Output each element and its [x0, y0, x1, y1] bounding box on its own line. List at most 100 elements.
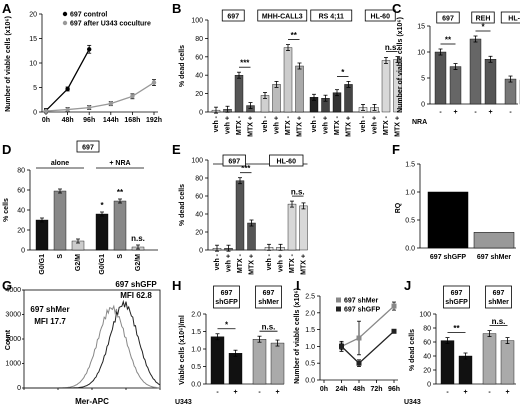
- g-y-tick-label: 2000: [5, 336, 21, 343]
- j-bar: [440, 340, 455, 385]
- b-x-label: MTX -: [236, 115, 243, 135]
- panel-i: I 0.0 0.5 1.0 1.5 2.0 2.5 Number of viable cell…: [294, 278, 400, 393]
- i-x-tick-label: 48h: [353, 386, 365, 393]
- e-x-label: veh -: [214, 253, 221, 270]
- a-series-line: [45, 48, 90, 111]
- a-data-point: [65, 86, 70, 92]
- h-x-label: -: [216, 389, 219, 396]
- h-y-tick-label: 1.0: [191, 347, 201, 354]
- c-x-label: -: [509, 109, 512, 116]
- e-bar: [235, 180, 245, 251]
- g-x-title: Mer-APC: [75, 397, 109, 406]
- b-y-tick-label: 0: [199, 110, 203, 117]
- e-y-tick-label: 40: [195, 212, 203, 219]
- e-x-label: MTX +: [249, 254, 256, 275]
- c-x-label: +: [488, 109, 492, 116]
- g-y-tick-label: 3000: [5, 312, 21, 319]
- c-group-label: REH: [476, 16, 491, 23]
- i-legend-label: 697 shGFP: [344, 307, 381, 314]
- panel-j: J 0 20 40 60 80 100 - + ** - + n.s. % dead cells U343 6…: [404, 278, 516, 406]
- i-data-point: [356, 335, 362, 341]
- panel-letter: F: [392, 142, 400, 157]
- e-group-sig: ***: [241, 164, 251, 173]
- d-x-label: G0/G1: [99, 254, 106, 275]
- j-group-sig: **: [453, 324, 460, 333]
- i-y-tick-label: 1.0: [305, 344, 315, 351]
- c-group-sig: *: [481, 23, 485, 32]
- h-y-tick-label: 1.5: [191, 329, 201, 336]
- a-x-tick-label: 96h: [83, 117, 95, 124]
- panel-letter: C: [392, 1, 402, 16]
- a-data-point: [87, 47, 92, 52]
- j-y-tick-label: 80: [423, 326, 431, 333]
- panel-letter: J: [404, 278, 411, 293]
- j-group-label-1: 697: [493, 290, 505, 297]
- e-y-tick-label: 20: [195, 230, 203, 237]
- c-y-tick-label: 15: [417, 24, 425, 31]
- b-x-label: veh -: [262, 115, 269, 132]
- c-group-box: [500, 11, 520, 24]
- d-title-label: 697: [82, 145, 94, 152]
- b-x-label: MTX -: [334, 115, 341, 135]
- a-legend-marker: [62, 11, 68, 17]
- b-group-label: 697: [227, 14, 239, 21]
- h-y-tick-label: 0.5: [191, 364, 201, 371]
- b-bar: [295, 65, 304, 113]
- h-group-label-1: 697: [263, 290, 275, 297]
- b-x-label: veh +: [372, 116, 379, 134]
- h-bar: [210, 336, 225, 385]
- h-group-box: [255, 285, 282, 309]
- panel-letter: E: [172, 142, 181, 157]
- b-bar: [234, 74, 244, 113]
- g-y-label: Count: [5, 329, 12, 350]
- d-x-label: G2/M: [135, 254, 142, 271]
- e-group-label: HL-60: [277, 159, 297, 166]
- h-group-sig: n.s.: [262, 323, 276, 332]
- c-group-box: [471, 11, 495, 24]
- h-y-tick-label: 2.0: [191, 312, 201, 319]
- h-x-label: -: [258, 389, 261, 396]
- c-bar: [434, 51, 447, 105]
- e-y-label: % dead cells: [179, 184, 186, 226]
- g-label-shmer-name: 697 shMer: [30, 305, 69, 314]
- d-y-tick-label: 60: [17, 188, 25, 195]
- b-x-label: MTX -: [383, 115, 390, 135]
- panel-letter: D: [2, 142, 11, 157]
- e-x-label: MTX +: [301, 254, 308, 275]
- d-bar-sig: n.s.: [131, 234, 145, 243]
- a-y-tick-label: 5: [33, 85, 37, 92]
- g-label-shgfp-mfi: MFI 62.8: [120, 291, 152, 300]
- d-group-label: + NRA: [109, 160, 130, 167]
- panel-a: A 0 5 10 15 20 Number of viable cells (x10⁶) 0h…: [2, 1, 162, 124]
- j-y-tick-label: 100: [419, 312, 431, 319]
- c-bar: [484, 59, 497, 105]
- d-bar-sig: **: [117, 188, 124, 197]
- e-x-label: veh -: [266, 253, 273, 270]
- b-x-label: MTX +: [395, 116, 402, 137]
- c-x-label: -: [439, 109, 442, 116]
- c-y-tick-label: 0: [421, 102, 425, 109]
- j-bar: [458, 355, 473, 385]
- panel-letter: I: [296, 278, 300, 293]
- b-x-label: MTX -: [285, 115, 292, 135]
- b-x-label: veh -: [213, 115, 220, 132]
- b-group-sig: *: [341, 68, 345, 77]
- d-y-tick-label: 80: [17, 168, 25, 175]
- b-group-sig: ***: [240, 59, 250, 68]
- b-group-sig: **: [291, 31, 298, 40]
- b-x-label: MTX +: [346, 116, 353, 137]
- g-y-tick-label: 4000: [5, 287, 21, 294]
- panel-g: G 0 1000 2000 3000 4000 Count Mer-APC 697 shGFP M…: [2, 278, 161, 406]
- c-group-label: HL-60: [508, 16, 520, 23]
- i-x-tick-label: 24h: [335, 386, 347, 393]
- h-bar: [270, 342, 285, 385]
- j-y-tick-label: 40: [423, 354, 431, 361]
- d-y-label: % cells: [3, 198, 10, 222]
- j-y-label: % dead cells: [409, 329, 416, 371]
- e-bar: [247, 222, 256, 251]
- i-y-tick-label: 0.0: [305, 378, 315, 385]
- g-label-shgfp-name: 697 shGFP: [115, 280, 157, 289]
- i-y-tick-label: 2.0: [305, 310, 315, 317]
- c-group-sig: **: [445, 36, 452, 45]
- d-group-label: alone: [51, 160, 69, 167]
